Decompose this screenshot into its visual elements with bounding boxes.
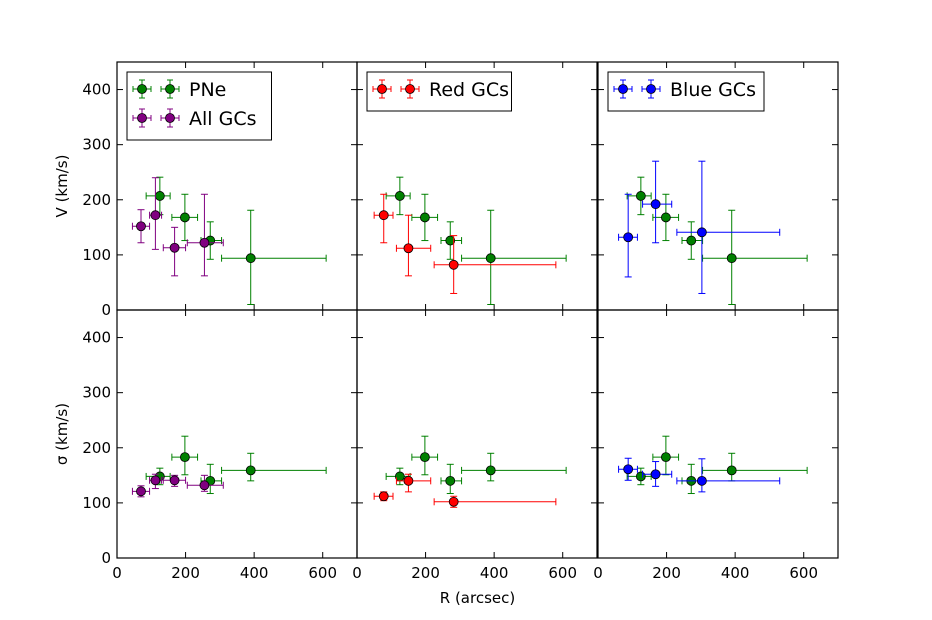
data-point	[726, 253, 737, 264]
x-tick-label: 600	[548, 564, 577, 582]
data-point	[448, 259, 459, 270]
data-point	[448, 496, 459, 507]
data-point	[179, 452, 190, 463]
y-tick-label: 400	[82, 81, 111, 99]
data-point	[623, 464, 634, 475]
data-point	[154, 191, 165, 201]
data-point	[403, 475, 414, 486]
y-tick-label: 400	[82, 329, 111, 347]
legend-box	[607, 71, 765, 112]
data-point	[136, 221, 146, 232]
legend-box	[126, 71, 272, 141]
legend-label: Blue GCs	[670, 79, 756, 101]
data-point	[696, 475, 707, 486]
legend-marker	[165, 113, 175, 123]
legend-marker	[137, 84, 147, 94]
data-point	[136, 486, 146, 497]
y-tick-label: 200	[82, 439, 111, 457]
data-point	[378, 491, 389, 502]
data-point	[403, 243, 414, 254]
y-tick-label: 0	[101, 301, 111, 319]
data-point	[169, 475, 180, 486]
y-tick-label: 200	[82, 191, 111, 209]
x-tick-label: 0	[112, 564, 122, 582]
data-point	[199, 480, 210, 491]
data-point	[635, 471, 646, 482]
legend-marker	[405, 84, 415, 94]
panel-frame	[116, 309, 358, 559]
x-tick-label: 0	[352, 564, 362, 582]
data-point	[650, 199, 661, 210]
panel-frame	[597, 309, 839, 559]
legend-marker	[165, 84, 175, 94]
x-tick-label: 200	[411, 564, 440, 582]
legend-label: Red GCs	[429, 79, 509, 101]
x-tick-label: 200	[171, 564, 200, 582]
y-axis-label-bottom: σ (km/s)	[53, 403, 71, 465]
data-point	[623, 232, 634, 243]
x-tick-label: 200	[652, 564, 681, 582]
panel-frame	[356, 309, 598, 559]
data-point	[726, 465, 737, 476]
data-point	[179, 212, 190, 223]
x-axis-label: R (arcsec)	[440, 589, 515, 607]
y-tick-label: 100	[82, 246, 111, 264]
x-tick-label: 400	[721, 564, 750, 582]
data-point	[660, 212, 671, 223]
legend-label: All GCs	[189, 108, 256, 130]
y-tick-label: 300	[82, 384, 111, 402]
x-tick-label: 600	[789, 564, 818, 582]
data-point	[485, 465, 496, 476]
data-point	[485, 253, 496, 264]
y-tick-label: 0	[101, 549, 111, 567]
x-tick-label: 600	[308, 564, 337, 582]
y-tick-label: 300	[82, 136, 111, 154]
x-tick-label: 0	[593, 564, 603, 582]
data-point	[660, 452, 671, 463]
legend-marker	[646, 84, 656, 94]
data-point	[169, 242, 180, 253]
data-point	[419, 452, 430, 463]
data-point	[635, 191, 646, 201]
data-point	[650, 469, 661, 480]
x-tick-label: 400	[480, 564, 509, 582]
data-point	[686, 235, 697, 246]
x-tick-label: 400	[240, 564, 269, 582]
data-point	[696, 227, 707, 238]
data-point	[150, 475, 161, 486]
data-point	[394, 191, 405, 201]
data-point	[150, 210, 161, 221]
data-point	[378, 210, 389, 221]
data-point	[245, 465, 256, 476]
y-tick-label: 100	[82, 494, 111, 512]
data-point	[445, 475, 456, 486]
data-point	[199, 237, 210, 248]
legend-marker	[618, 84, 628, 94]
legend-marker	[377, 84, 387, 94]
legend-label: PNe	[189, 79, 226, 101]
y-axis-label-top: V (km/s)	[53, 155, 71, 218]
legend-marker	[137, 113, 147, 123]
data-point	[419, 212, 430, 223]
data-point	[245, 253, 256, 264]
